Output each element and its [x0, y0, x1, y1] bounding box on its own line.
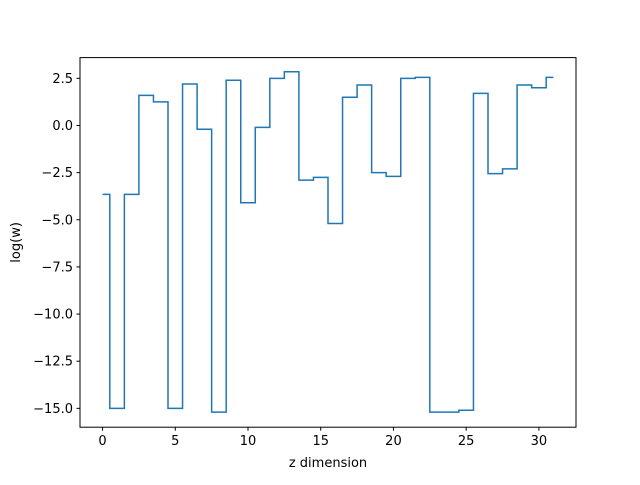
y-tick-label: −12.5: [33, 355, 73, 370]
y-tick-label: −15.0: [33, 402, 73, 417]
x-tick-label: 30: [531, 434, 548, 449]
x-axis-label: z dimension: [289, 456, 367, 471]
x-tick-label: 5: [171, 434, 179, 449]
y-tick-label: −5.0: [41, 213, 73, 228]
series-layer: [102, 70, 554, 413]
y-tick-label: −10.0: [33, 308, 73, 323]
y-tick-label: −7.5: [41, 260, 73, 275]
series-line: [102, 70, 554, 413]
y-axis-label: log(w): [9, 222, 24, 263]
x-tick-label: 20: [385, 434, 402, 449]
x-tick-label: 25: [458, 434, 475, 449]
y-tick-label: 2.5: [52, 72, 73, 87]
plot-area: [80, 57, 576, 428]
plot-frame: [79, 57, 577, 428]
x-ticks: 0 5 10 15 20 25 30: [98, 427, 547, 449]
y-ticks: 2.5 0.0 −2.5 −5.0 −7.5 −10.0 −12.5 −15.0: [33, 72, 80, 417]
x-tick-label: 15: [312, 434, 329, 449]
x-tick-label: 10: [240, 434, 257, 449]
y-tick-label: 0.0: [52, 119, 73, 134]
x-tick-label: 0: [98, 434, 106, 449]
y-tick-label: −2.5: [41, 166, 73, 181]
